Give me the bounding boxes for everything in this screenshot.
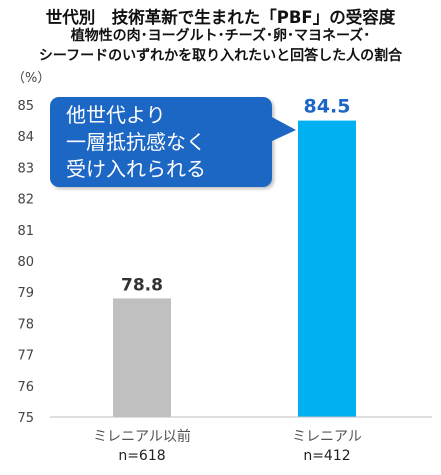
y-tick-label: 85	[17, 99, 34, 114]
y-tick-label: 83	[17, 161, 34, 176]
y-axis-unit: （%）	[12, 71, 51, 86]
y-tick-label: 76	[17, 380, 34, 395]
chart-title: 世代別 技術革新で生まれた「PBF」の受容度	[45, 8, 396, 27]
y-tick-label: 75	[17, 411, 34, 426]
sample-size-label: n=618	[118, 448, 165, 464]
bar-value-label: 84.5	[304, 96, 351, 118]
y-tick-label: 81	[17, 224, 34, 239]
bar	[113, 298, 171, 417]
x-axis: ミレニアル以前 n=618 ミレニアル n=412	[50, 416, 432, 464]
chart-subtitle-line-1: 植物性の肉･ヨーグルト･チーズ･卵･マヨネーズ･	[70, 28, 371, 44]
callout-box: 他世代より 一層抵抗感なく 受け入れられる	[50, 97, 272, 187]
chart-subtitle-line-2: シーフードのいずれかを取り入れたいと回答した人の割合	[38, 48, 403, 64]
x-category-label: ミレニアル	[292, 429, 362, 445]
y-tick-label: 82	[17, 193, 34, 208]
y-tick-label: 77	[17, 349, 34, 364]
callout-text: 他世代より 一層抵抗感なく 受け入れられる	[66, 103, 206, 181]
callout-pointer	[270, 116, 296, 142]
bar	[298, 120, 356, 417]
sample-size-label: n=412	[303, 448, 350, 464]
y-tick-label: 84	[17, 130, 34, 145]
y-tick-label: 78	[17, 317, 34, 332]
x-category-label: ミレニアル以前	[93, 428, 191, 445]
y-tick-label: 79	[17, 286, 34, 301]
y-axis: 75 76 77 78 79 80 81 82 83 84 85	[17, 99, 34, 426]
bars: 78.8 84.5	[113, 96, 356, 417]
bar-value-label: 78.8	[121, 275, 163, 295]
y-tick-label: 80	[17, 255, 34, 270]
